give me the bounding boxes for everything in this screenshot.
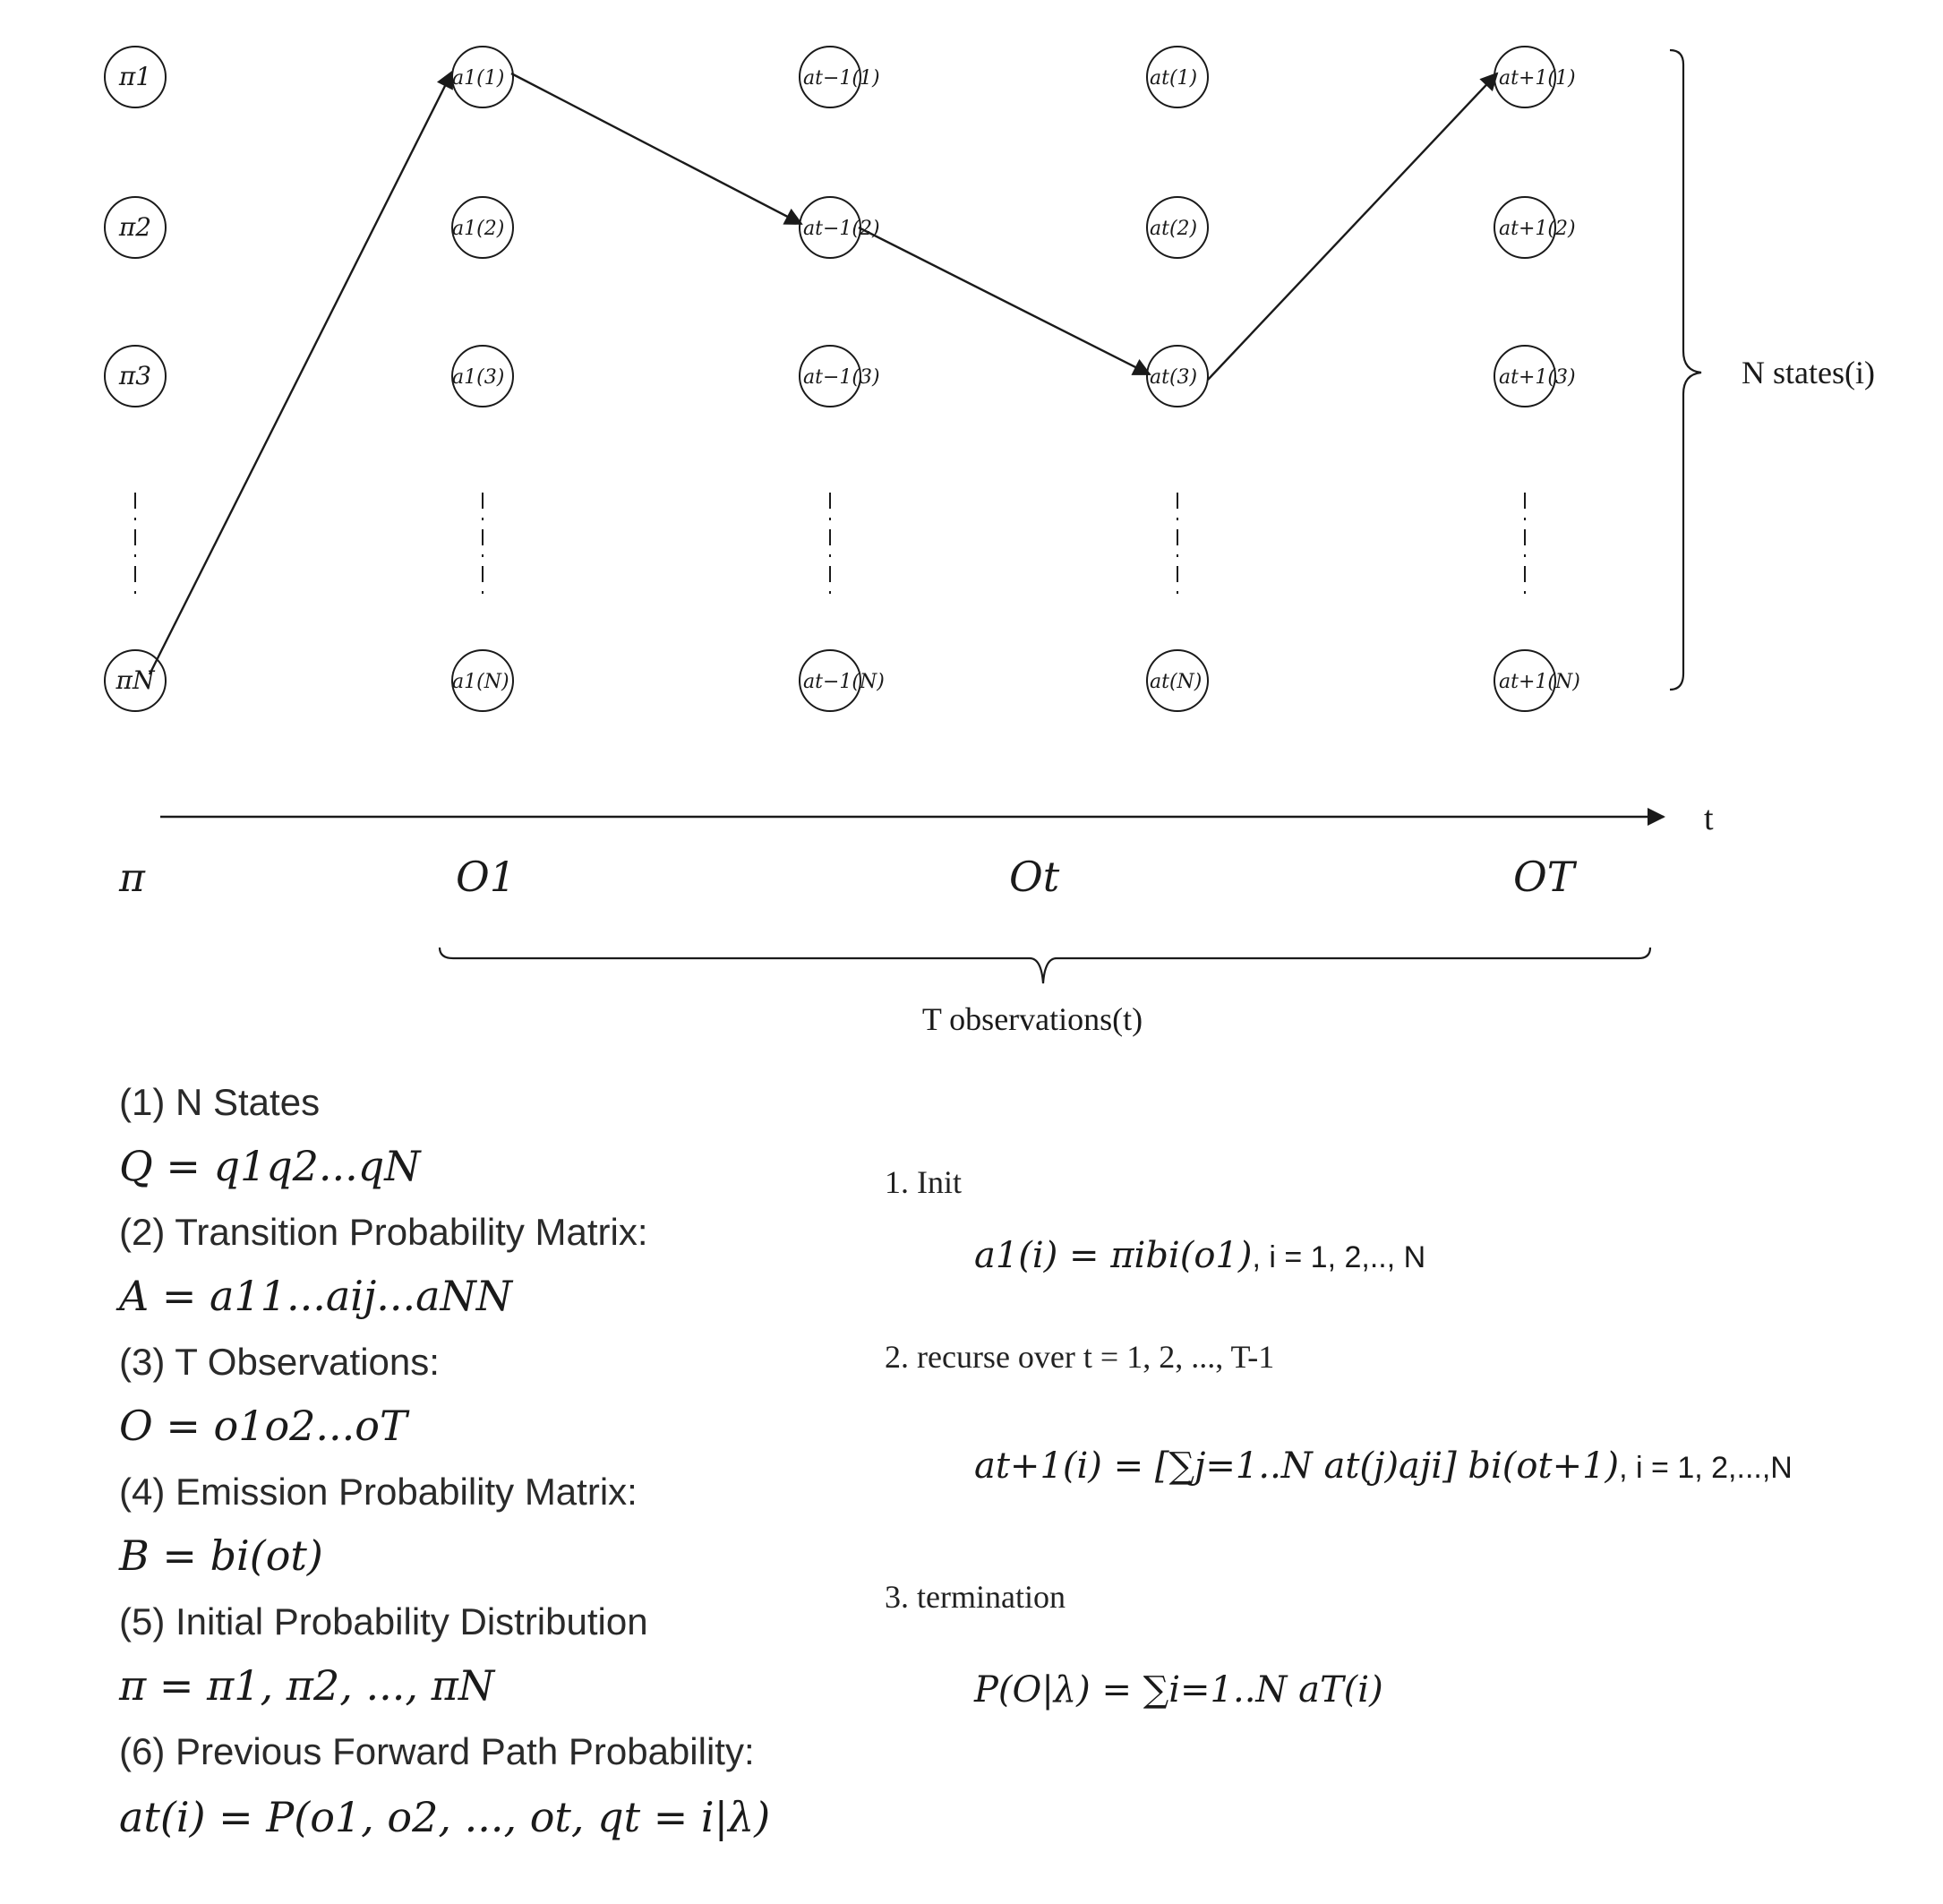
node-label: at+1(3) (1499, 366, 1576, 389)
step-formula-main: at+1(i) = [∑j=1..N at(j)aji] bi(ot+1) (974, 1445, 1619, 1487)
definition-title: (6) Previous Forward Path Probability: (119, 1730, 755, 1772)
node-atm1-1 (799, 46, 861, 108)
obs-label-pi: π (118, 855, 146, 901)
node-label: π1 (118, 62, 151, 91)
node-at-N (1146, 649, 1209, 712)
step-title: 3. termination (885, 1579, 1066, 1615)
node-atp1-N (1494, 649, 1556, 712)
definition-formula: at(i) = P(o1, o2, ..., ot, qt = i|λ) (119, 1793, 770, 1841)
step-formula: a1(i) = πibi(o1), i = 1, 2,.., N (974, 1235, 1425, 1276)
step-title: 1. Init (885, 1164, 962, 1200)
definition-formula: B = bi(ot) (118, 1531, 323, 1580)
node-a1-3 (451, 345, 514, 407)
node-label: a1(2) (452, 218, 504, 240)
node-pi-1 (104, 46, 167, 108)
t-observations-label: T observations(t) (922, 1001, 1143, 1037)
node-label: at−1(3) (803, 366, 880, 389)
column-t-plus-1: at+1(1) at+1(2) at+1(3) at+1(N) (1494, 46, 1580, 712)
node-label: at+1(2) (1499, 218, 1576, 240)
column-t: at(1) at(2) at(3) at(N) (1146, 46, 1209, 712)
n-states-brace (1669, 48, 1702, 691)
node-at-1 (1146, 46, 1209, 108)
node-label: at+1(N) (1499, 671, 1580, 693)
definition-formula: A = a11...aij...aNN (116, 1272, 514, 1320)
node-label: π2 (118, 212, 151, 242)
node-label: a1(N) (452, 671, 509, 693)
node-label: π3 (118, 361, 151, 390)
step-formula-suffix: , i = 1, 2,.., N (1252, 1240, 1425, 1274)
step-title: 2. recurse over t = 1, 2, ..., T-1 (885, 1339, 1274, 1375)
node-label: at(3) (1150, 366, 1197, 389)
definition-title: (2) Transition Probability Matrix: (119, 1211, 648, 1253)
definition-formula: O = o1o2...oT (119, 1402, 410, 1450)
node-label: at(2) (1150, 218, 1197, 240)
node-label: at−1(N) (803, 671, 885, 693)
node-label: a1(1) (452, 67, 504, 90)
definition-title: (3) T Observations: (119, 1341, 440, 1383)
path-arrow-3 (858, 226, 1151, 376)
node-label: at(N) (1150, 671, 1202, 693)
step-formula: P(O|λ) = ∑i=1..N aT(i) (973, 1669, 1383, 1711)
column-t-minus-1: at−1(1) at−1(2) at−1(3) at−1(N) (799, 46, 885, 712)
path-arrow-1 (148, 70, 454, 675)
definition-title: (4) Emission Probability Matrix: (119, 1471, 638, 1513)
node-label: a1(3) (452, 366, 504, 389)
node-label: at−1(1) (803, 67, 880, 90)
node-label: at(1) (1150, 67, 1197, 90)
node-at-3 (1146, 345, 1209, 407)
algorithm-steps: 1. Init a1(i) = πibi(o1), i = 1, 2,.., N… (885, 1164, 1793, 1711)
step-formula-main: P(O|λ) = ∑i=1..N aT(i) (973, 1669, 1383, 1711)
node-pi-3 (104, 345, 167, 407)
definition-formula: π = π1, π2, ..., πN (118, 1661, 496, 1710)
definition-title: (1) N States (119, 1081, 320, 1123)
definition-formula: Q = q1q2...qN (119, 1142, 422, 1190)
forward-path (148, 70, 1499, 675)
t-observations-brace (438, 947, 1652, 984)
n-states-label: N states(i) (1742, 355, 1875, 390)
obs-label-ot: Ot (1009, 853, 1060, 901)
obs-label-o1: O1 (456, 853, 516, 901)
column-pi: π1 π2 π3 πN (104, 46, 167, 712)
step-formula: at+1(i) = [∑j=1..N at(j)aji] bi(ot+1), i… (974, 1445, 1793, 1487)
node-atm1-3 (799, 345, 861, 407)
node-pi-N (104, 649, 167, 712)
column-o1: a1(1) a1(2) a1(3) a1(N) (451, 46, 514, 712)
time-axis: t π O1 Ot OT T observations(t) (118, 800, 1714, 1037)
path-arrow-2 (510, 72, 803, 226)
node-a1-N (451, 649, 514, 712)
node-atp1-3 (1494, 345, 1556, 407)
node-atp1-2 (1494, 196, 1556, 259)
trellis: π1 π2 π3 πN a1(1) a1(2) a1(3) a1(N) at−1… (104, 46, 1875, 712)
step-formula-main: a1(i) = πibi(o1) (974, 1235, 1252, 1276)
path-arrow-4 (1207, 72, 1499, 381)
node-label: πN (116, 665, 156, 695)
step-formula-suffix: , i = 1, 2,...,N (1619, 1451, 1793, 1485)
node-label: at−1(2) (803, 218, 880, 240)
definitions-list: (1) N States Q = q1q2...qN (2) Transitio… (116, 1081, 770, 1841)
time-axis-label: t (1704, 800, 1714, 837)
obs-label-oT: OT (1513, 853, 1578, 901)
node-atm1-N (799, 649, 861, 712)
node-label: at+1(1) (1499, 67, 1576, 90)
node-at-2 (1146, 196, 1209, 259)
node-a1-2 (451, 196, 514, 259)
node-pi-2 (104, 196, 167, 259)
definition-title: (5) Initial Probability Distribution (119, 1600, 648, 1642)
